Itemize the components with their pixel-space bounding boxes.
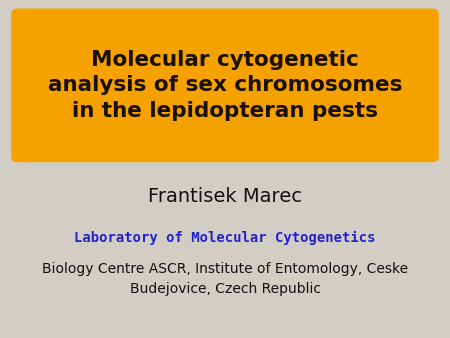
- Text: Molecular cytogenetic
analysis of sex chromosomes
in the lepidopteran pests: Molecular cytogenetic analysis of sex ch…: [48, 50, 402, 121]
- Text: Frantisek Marec: Frantisek Marec: [148, 187, 302, 206]
- FancyBboxPatch shape: [11, 8, 439, 162]
- Text: Laboratory of Molecular Cytogenetics: Laboratory of Molecular Cytogenetics: [74, 231, 376, 245]
- Text: Biology Centre ASCR, Institute of Entomology, Ceske
Budejovice, Czech Republic: Biology Centre ASCR, Institute of Entomo…: [42, 262, 408, 296]
